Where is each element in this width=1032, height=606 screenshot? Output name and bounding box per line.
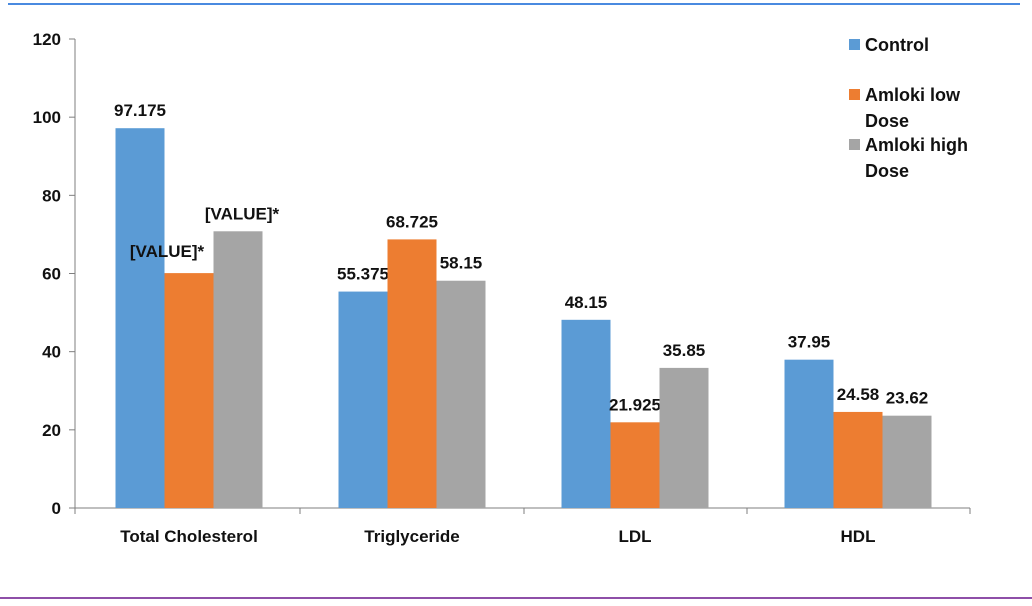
bar <box>610 422 660 508</box>
data-label: 37.95 <box>788 333 831 352</box>
x-category-label: LDL <box>618 527 651 546</box>
y-tick-label: 100 <box>33 108 61 127</box>
legend-swatch <box>849 39 860 50</box>
legend-label: Dose <box>865 161 909 181</box>
bar <box>833 411 883 508</box>
bar <box>338 291 388 508</box>
x-category-label: Triglyceride <box>364 527 459 546</box>
data-label: 55.375 <box>337 265 389 284</box>
legend-label: Amloki high <box>865 135 968 155</box>
x-category-label: HDL <box>841 527 876 546</box>
bar <box>561 319 611 508</box>
y-tick-label: 40 <box>42 343 61 362</box>
data-label: 24.58 <box>837 385 880 404</box>
legend-swatch <box>849 89 860 100</box>
bar <box>213 231 263 509</box>
bar <box>164 273 214 508</box>
y-tick-label: 80 <box>42 186 61 205</box>
data-label: 23.62 <box>886 389 929 408</box>
data-label: [VALUE]* <box>205 204 280 223</box>
data-label: 35.85 <box>663 341 706 360</box>
y-tick-label: 20 <box>42 421 61 440</box>
data-label: 68.725 <box>386 212 438 231</box>
data-label: 48.15 <box>565 293 608 312</box>
bar <box>387 239 437 509</box>
legend-swatch <box>849 139 860 150</box>
bar <box>784 359 834 508</box>
legend-label: Dose <box>865 111 909 131</box>
legend: Control Amloki low Dose Amloki high Dose <box>849 35 968 181</box>
x-category-label: Total Cholesterol <box>120 527 258 546</box>
data-label: [VALUE]* <box>130 242 205 261</box>
bar <box>659 367 709 508</box>
legend-label: Amloki low <box>865 85 961 105</box>
bar <box>882 415 932 508</box>
y-tick-label: 120 <box>33 30 61 49</box>
y-tick-label: 0 <box>52 499 61 518</box>
bar <box>115 128 165 508</box>
data-label: 21.925 <box>609 395 661 414</box>
bar <box>436 280 486 508</box>
y-tick-label: 60 <box>42 265 61 284</box>
legend-label: Control <box>865 35 929 55</box>
data-label: 58.15 <box>440 254 483 273</box>
data-label: 97.175 <box>114 101 166 120</box>
plot-area: 0 20 40 60 80 100 120 Total Cholesterol Triglyce… <box>33 30 971 546</box>
